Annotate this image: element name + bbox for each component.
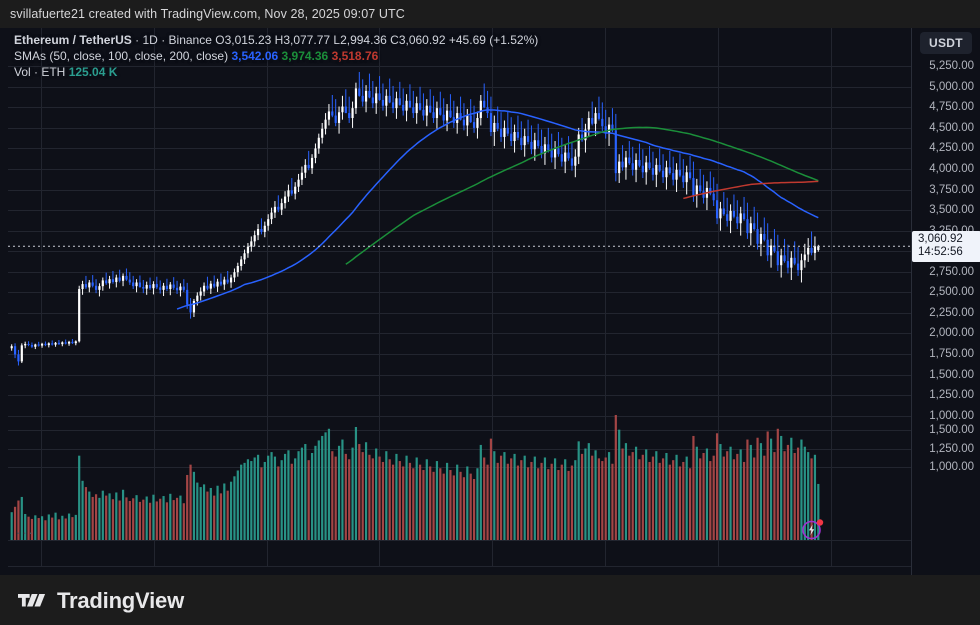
footer-bar: TradingView	[0, 575, 980, 625]
exchange-label[interactable]: Binance	[168, 33, 212, 47]
current-price-value: 3,060.92	[918, 233, 963, 246]
high-value: 3,077.77	[283, 33, 331, 47]
change-value: +45.69 (+1.52%)	[448, 33, 539, 47]
current-price-countdown: 14:52:56	[918, 246, 963, 259]
candlestick-series	[10, 71, 820, 366]
volume-tick: 1,250.00	[929, 442, 974, 455]
price-tick: 4,250.00	[929, 142, 974, 155]
grid-lines	[8, 28, 911, 567]
volume-bars	[10, 415, 820, 540]
price-tick: 1,000.00	[929, 409, 974, 422]
sma50-value: 3,542.06	[231, 49, 279, 63]
close-value: 3,060.92	[398, 33, 446, 47]
price-tick: 3,500.00	[929, 204, 974, 217]
legend-row-volume[interactable]: Vol · ETH 125.04 K	[14, 64, 538, 80]
sma-indicator-name[interactable]: SMAs (50, close, 100, close, 200, close)	[14, 49, 229, 63]
attribution-bar: svillafuerte21 created with TradingView.…	[0, 0, 980, 28]
price-tick: 3,750.00	[929, 183, 974, 196]
tradingview-logo-icon	[18, 593, 46, 606]
volume-tick: 1,500.00	[929, 424, 974, 437]
sma200-value: 3,518.76	[331, 49, 379, 63]
volume-value: 125.04 K	[68, 65, 118, 79]
open-label: O	[215, 33, 225, 47]
close-label: C	[390, 33, 399, 47]
currency-badge[interactable]: USDT	[920, 32, 972, 54]
legend-row-sma[interactable]: SMAs (50, close, 100, close, 200, close)…	[14, 48, 538, 64]
tradingview-wordmark: TradingView	[57, 588, 184, 613]
symbol-name[interactable]: Ethereum / TetherUS	[14, 33, 132, 47]
price-tick: 2,250.00	[929, 306, 974, 319]
interval-label[interactable]: 1D	[142, 33, 158, 47]
price-scale[interactable]: USDT 5,250.00 5,000.00 4,750.00 4,500.00 4,2…	[911, 28, 980, 575]
price-tick: 1,250.00	[929, 389, 974, 402]
tradingview-logo[interactable]: TradingView	[18, 588, 184, 614]
volume-indicator-name[interactable]: Vol · ETH	[14, 65, 66, 79]
lightning-bolt-icon[interactable]	[801, 517, 825, 541]
price-tick: 2,500.00	[929, 286, 974, 299]
chart-plot-area[interactable]	[8, 28, 911, 575]
high-label: H	[274, 33, 284, 47]
sma100-value: 3,974.36	[281, 49, 329, 63]
chart-frame: Ethereum / TetherUS · 1D · Binance O3,01…	[0, 28, 980, 575]
moving-average-lines	[176, 109, 819, 310]
pane-menu-ellipsis-icon[interactable]: ···	[16, 525, 35, 540]
price-tick: 2,750.00	[929, 265, 974, 278]
open-value: 3,015.23	[224, 33, 272, 47]
price-tick: 4,750.00	[929, 101, 974, 114]
price-tick: 4,500.00	[929, 121, 974, 134]
price-tick: 5,000.00	[929, 80, 974, 93]
low-value: 2,994.36	[340, 33, 387, 47]
price-tick: 1,500.00	[929, 368, 974, 381]
chart-canvas	[8, 28, 911, 567]
price-tick: 5,250.00	[929, 60, 974, 73]
volume-tick: 1,000.00	[929, 460, 974, 473]
legend-sep-1: ·	[135, 33, 140, 47]
chart-legend: Ethereum / TetherUS · 1D · Binance O3,01…	[14, 32, 538, 80]
price-tick: 2,000.00	[929, 327, 974, 340]
current-price-label: 3,060.92 14:52:56	[912, 231, 980, 263]
price-tick: 4,000.00	[929, 163, 974, 175]
legend-row-symbol[interactable]: Ethereum / TetherUS · 1D · Binance O3,01…	[14, 32, 538, 48]
low-label: L	[333, 33, 341, 47]
price-tick: 1,750.00	[929, 348, 974, 360]
legend-sep-2: ·	[161, 33, 166, 47]
